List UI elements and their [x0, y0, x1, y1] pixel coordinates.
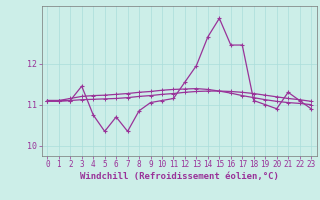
X-axis label: Windchill (Refroidissement éolien,°C): Windchill (Refroidissement éolien,°C) [80, 172, 279, 181]
